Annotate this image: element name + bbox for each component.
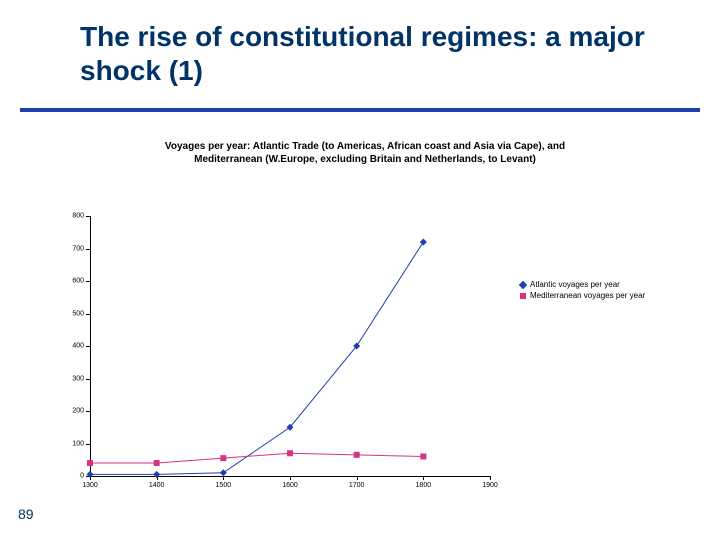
page-number: 89 <box>18 506 34 522</box>
data-marker <box>354 452 360 458</box>
x-tick <box>290 476 291 480</box>
legend: Atlantic voyages per year Mediterranean v… <box>520 280 645 302</box>
x-tick-label: 1800 <box>416 482 432 489</box>
legend-marker-icon <box>520 293 526 299</box>
slide: The rise of constitutional regimes: a ma… <box>0 0 720 540</box>
y-tick-label: 700 <box>60 245 84 252</box>
x-tick-label: 1300 <box>82 482 98 489</box>
y-tick-label: 800 <box>60 213 84 220</box>
x-tick-label: 1700 <box>349 482 365 489</box>
x-tick <box>223 476 224 480</box>
data-marker <box>87 460 93 466</box>
series-line <box>90 453 423 463</box>
series-layer <box>90 216 490 476</box>
horizontal-rule <box>20 108 700 112</box>
chart-title: Voyages per year: Atlantic Trade (to Ame… <box>130 140 600 166</box>
chart: Voyages per year: Atlantic Trade (to Ame… <box>50 140 680 480</box>
y-tick-label: 500 <box>60 310 84 317</box>
legend-label: Mediterranean voyages per year <box>530 291 645 300</box>
y-tick-label: 0 <box>60 473 84 480</box>
x-tick-label: 1500 <box>216 482 232 489</box>
legend-item: Mediterranean voyages per year <box>520 291 645 300</box>
data-marker <box>154 460 160 466</box>
data-marker <box>287 450 293 456</box>
data-marker <box>420 239 427 246</box>
data-marker <box>220 469 227 476</box>
data-marker <box>420 454 426 460</box>
y-tick-label: 200 <box>60 408 84 415</box>
y-tick-label: 600 <box>60 278 84 285</box>
x-tick-label: 1900 <box>482 482 498 489</box>
x-tick <box>490 476 491 480</box>
legend-label: Atlantic voyages per year <box>530 280 620 289</box>
plot-area: 0100200300400500600700800130014001500160… <box>90 216 490 476</box>
y-tick-label: 400 <box>60 343 84 350</box>
slide-title: The rise of constitutional regimes: a ma… <box>80 20 700 87</box>
y-tick-label: 100 <box>60 440 84 447</box>
x-tick-label: 1600 <box>282 482 298 489</box>
x-tick <box>357 476 358 480</box>
x-tick-label: 1400 <box>149 482 165 489</box>
x-tick <box>423 476 424 480</box>
legend-marker-icon <box>519 280 527 288</box>
y-tick-label: 300 <box>60 375 84 382</box>
series-line <box>90 242 423 474</box>
legend-item: Atlantic voyages per year <box>520 280 645 289</box>
data-marker <box>220 455 226 461</box>
